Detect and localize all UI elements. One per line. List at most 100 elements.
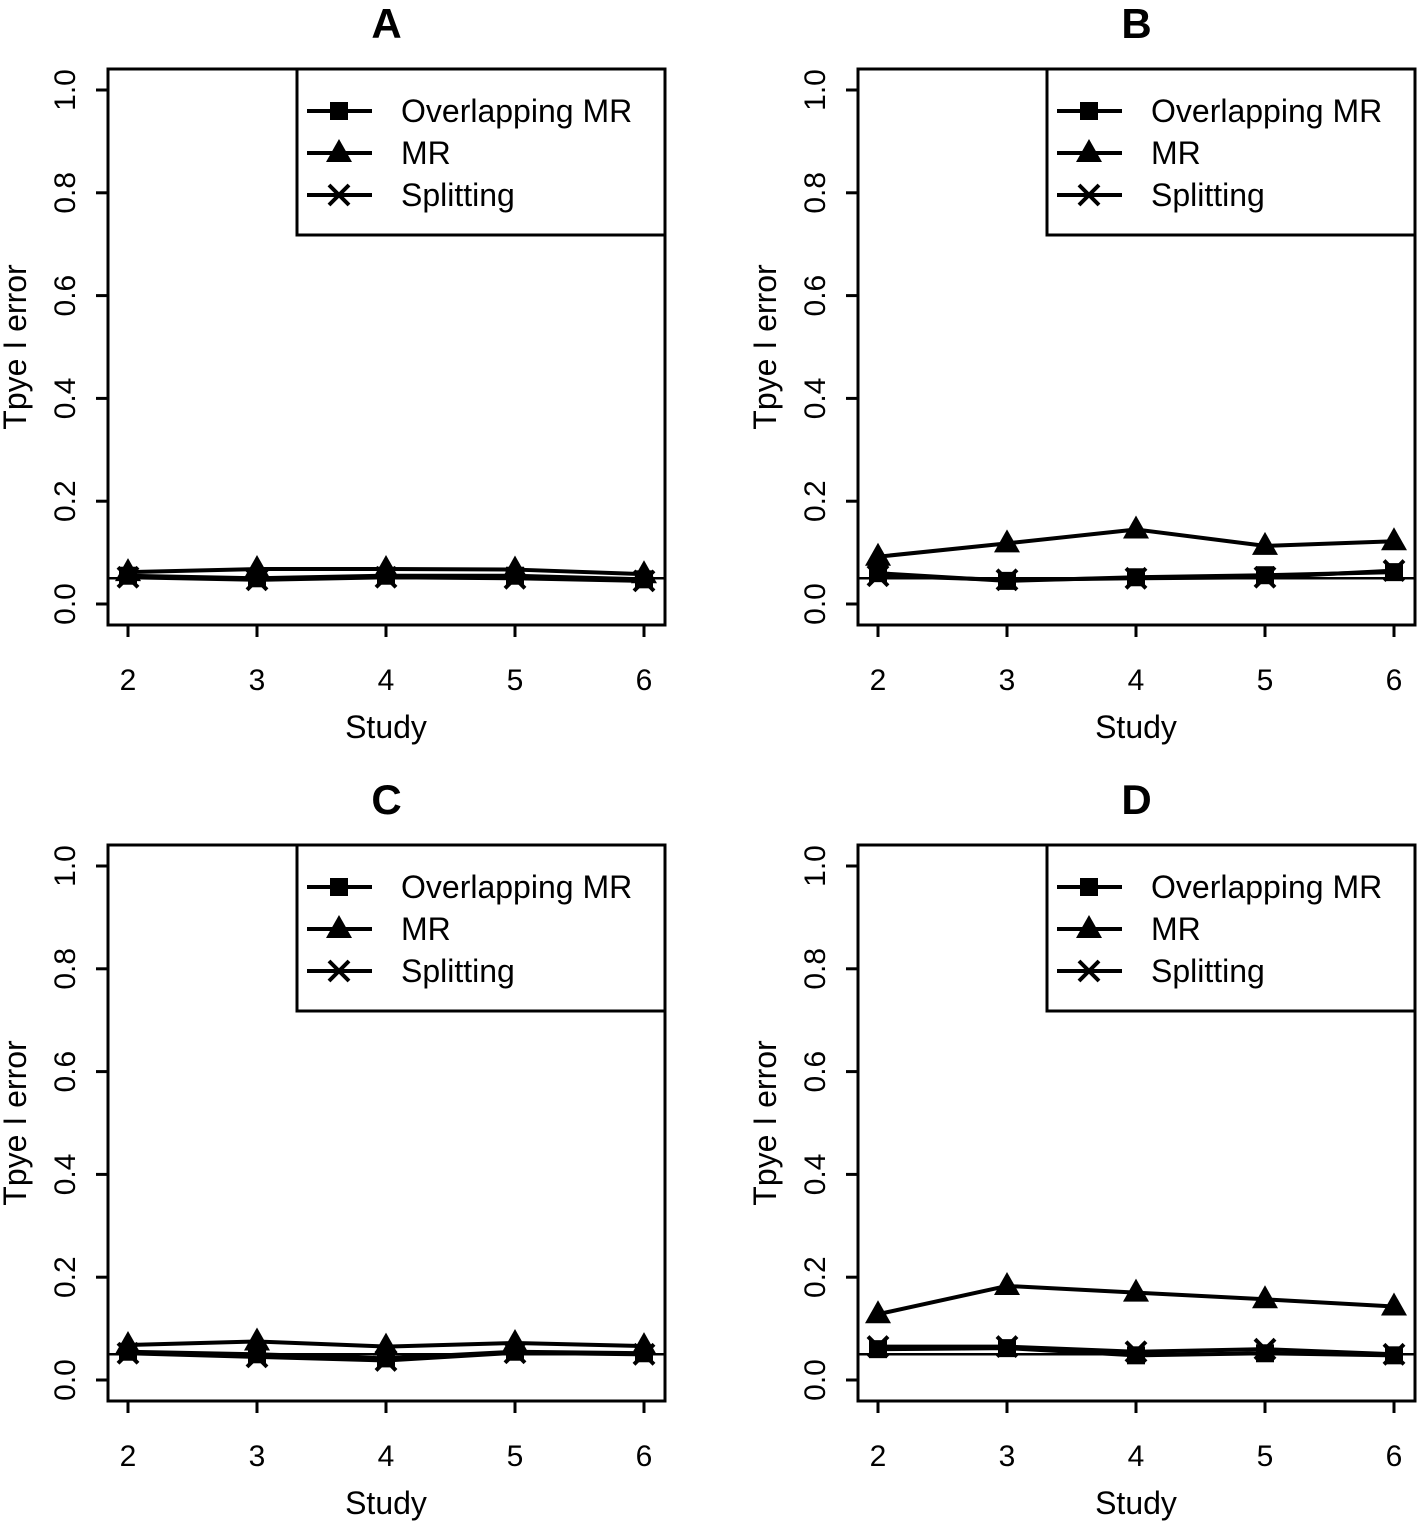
y-axis-label: Tpye I error [0, 264, 33, 430]
panel-title: D [1121, 776, 1151, 823]
y-tick-label: 1.0 [799, 845, 832, 887]
y-tick-label: 0.0 [49, 583, 82, 625]
legend-label-overlapping-mr: Overlapping MR [1151, 869, 1382, 905]
panel-title: B [1121, 0, 1151, 47]
data-point-splitting [1124, 1340, 1148, 1364]
x-tick-label: 5 [1257, 664, 1274, 697]
legend-label-overlapping-mr: Overlapping MR [401, 869, 632, 905]
data-point-mr [994, 529, 1020, 553]
data-point-splitting [1253, 1337, 1277, 1361]
data-point-splitting [116, 565, 140, 589]
x-tick-label: 2 [120, 664, 137, 697]
y-tick-label: 0.2 [799, 480, 832, 522]
y-tick-label: 0.6 [799, 1051, 832, 1093]
y-axis-label: Tpye I error [0, 1040, 33, 1206]
data-point-mr [244, 1327, 270, 1351]
y-tick-label: 0.8 [49, 948, 82, 990]
data-point-splitting [503, 1341, 527, 1365]
x-tick-label: 4 [1128, 664, 1145, 697]
x-tick-label: 5 [507, 664, 524, 697]
y-tick-label: 0.2 [799, 1256, 832, 1298]
x-tick-label: 5 [507, 1440, 524, 1473]
x-tick-label: 4 [378, 1440, 395, 1473]
legend-label-mr: MR [1151, 911, 1201, 947]
y-axis-label: Tpye I error [747, 264, 783, 430]
y-tick-label: 0.0 [799, 583, 832, 625]
x-tick-label: 6 [636, 664, 653, 697]
y-tick-label: 0.8 [49, 172, 82, 214]
data-point-mr [502, 1328, 528, 1352]
legend-label-mr: MR [401, 135, 451, 171]
legend-marker-splitting [327, 183, 351, 207]
panel-title: A [371, 0, 401, 47]
data-point-mr [115, 558, 141, 582]
y-axis-label: Tpye I error [747, 1040, 783, 1206]
legend-marker-mr [326, 915, 352, 938]
legend-marker-mr [326, 139, 352, 162]
legend: Overlapping MR MR Splitting [295, 843, 667, 1013]
data-point-mr [1252, 531, 1278, 555]
x-tick-label: 6 [1386, 664, 1403, 697]
legend-label-splitting: Splitting [1151, 953, 1265, 989]
x-axis-label: Study [345, 1485, 427, 1521]
panel-c: C 2 3 4 5 6 Study 0.0 0.2 0.4 0.6 0.8 1.0 Tpye I erro… [0, 776, 667, 1521]
data-point-splitting [245, 568, 269, 592]
legend-label-mr: MR [1151, 135, 1201, 171]
x-axis-label: Study [1095, 709, 1177, 745]
data-point-mr [865, 542, 891, 566]
legend-marker-overlapping-mr [1080, 878, 1098, 896]
legend: Overlapping MR MR Splitting [1045, 843, 1417, 1013]
x-tick-label: 5 [1257, 1440, 1274, 1473]
x-tick-label: 3 [249, 1440, 266, 1473]
panel-title: C [371, 776, 401, 823]
data-point-splitting [866, 1335, 890, 1359]
x-tick-label: 2 [120, 1440, 137, 1473]
y-tick-label: 0.0 [49, 1359, 82, 1401]
legend-marker-splitting [327, 959, 351, 983]
data-point-mr [373, 1332, 399, 1356]
x-tick-label: 6 [1386, 1440, 1403, 1473]
y-tick-label: 1.0 [49, 845, 82, 887]
data-point-mr [1252, 1285, 1278, 1309]
data-point-splitting [116, 1341, 140, 1365]
x-tick-label: 2 [870, 1440, 887, 1473]
data-point-splitting [1253, 565, 1277, 589]
y-tick-label: 1.0 [799, 69, 832, 111]
y-tick-label: 0.8 [799, 948, 832, 990]
panel-d: D 2 3 4 5 6 Study 0.0 0.2 0.4 0.6 0.8 1.0 Tpye I erro… [747, 776, 1417, 1521]
legend-label-splitting: Splitting [401, 177, 515, 213]
data-point-splitting [866, 564, 890, 588]
x-tick-label: 6 [636, 1440, 653, 1473]
data-point-mr [1381, 1292, 1407, 1316]
y-tick-label: 0.2 [49, 480, 82, 522]
data-point-mr [631, 560, 657, 584]
y-tick-label: 1.0 [49, 69, 82, 111]
x-tick-label: 3 [999, 1440, 1016, 1473]
data-point-mr [1123, 1278, 1149, 1302]
data-point-splitting [374, 1349, 398, 1372]
legend-marker-splitting [1077, 959, 1101, 983]
legend-marker-overlapping-mr [1080, 102, 1098, 120]
x-axis-label: Study [345, 709, 427, 745]
x-tick-label: 4 [1128, 1440, 1145, 1473]
legend-label-overlapping-mr: Overlapping MR [401, 93, 632, 129]
data-point-splitting [1382, 1342, 1406, 1366]
x-tick-label: 4 [378, 664, 395, 697]
data-point-splitting [632, 569, 656, 593]
y-tick-label: 0.0 [799, 1359, 832, 1401]
data-point-mr [994, 1271, 1020, 1295]
legend-marker-overlapping-mr [330, 878, 348, 896]
legend-marker-splitting [1077, 183, 1101, 207]
y-tick-label: 0.6 [49, 275, 82, 317]
legend-label-splitting: Splitting [401, 953, 515, 989]
legend-marker-mr [1076, 139, 1102, 162]
y-tick-label: 0.6 [49, 1051, 82, 1093]
x-tick-label: 3 [999, 664, 1016, 697]
data-point-mr [1381, 527, 1407, 551]
data-point-splitting [995, 568, 1019, 592]
data-point-splitting [632, 1342, 656, 1366]
y-tick-label: 0.4 [799, 378, 832, 420]
y-tick-label: 0.8 [799, 172, 832, 214]
y-tick-label: 0.6 [799, 275, 832, 317]
